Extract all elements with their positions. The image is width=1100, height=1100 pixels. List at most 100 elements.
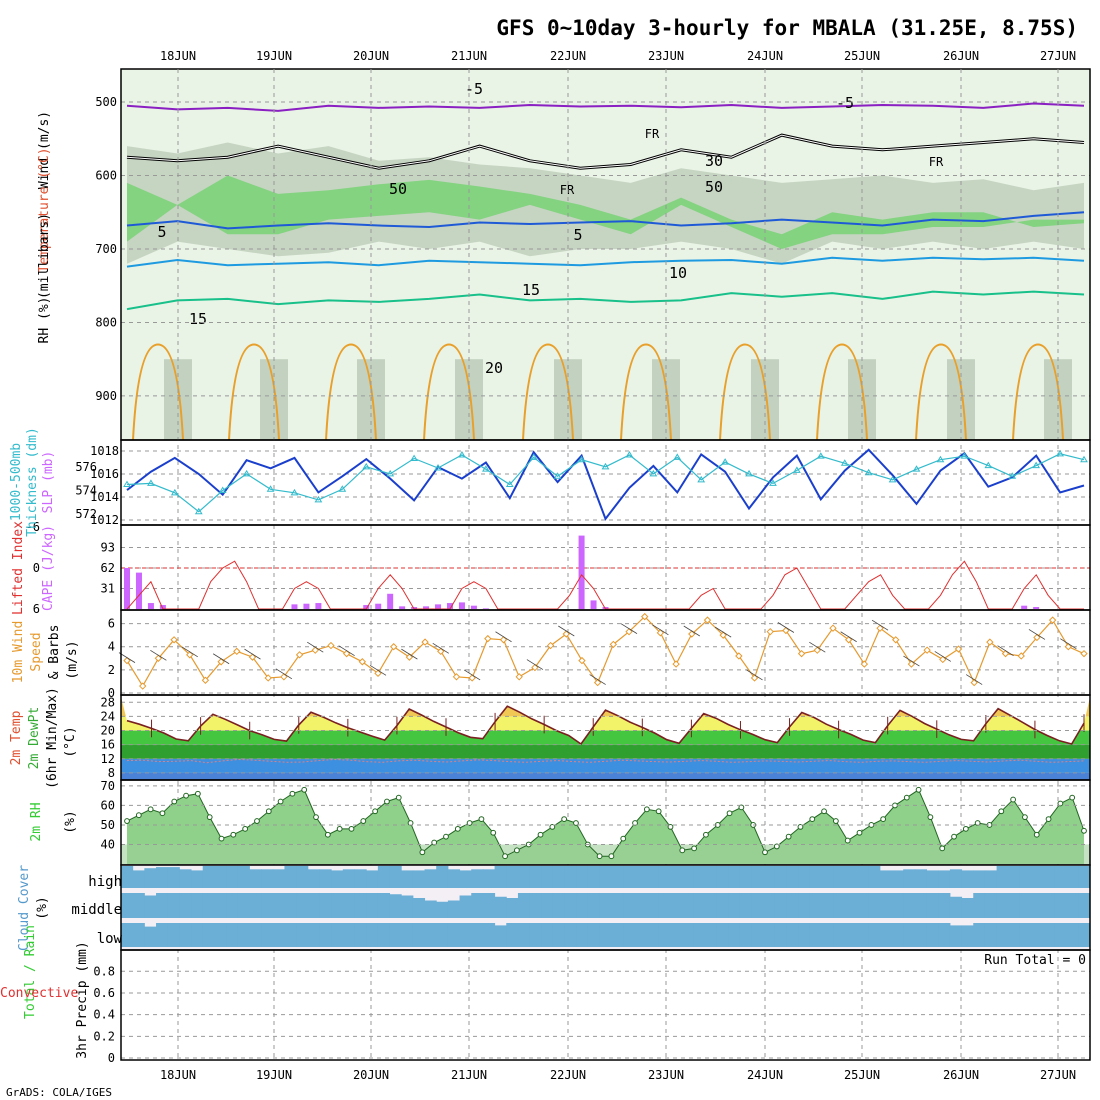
wind10-speed-label: Speed [29, 632, 44, 671]
cloud-middle-bar [237, 893, 250, 918]
cloud-high-bar [307, 869, 320, 888]
rh2m-tick-label: 50 [101, 818, 115, 832]
cloud-high-bar [482, 869, 496, 888]
cloud-high-bar [494, 866, 507, 888]
cloud-low-bar [377, 923, 391, 947]
thickness-point [218, 486, 227, 493]
thickness-point [673, 453, 682, 460]
cloud-high-bar [926, 870, 939, 888]
wind10-line [126, 615, 1085, 688]
isotherm-20-loop [228, 343, 280, 441]
cloud-middle-bar [763, 893, 776, 918]
cape-tick-label: 31 [101, 582, 115, 596]
cloud-high-bar [156, 867, 169, 888]
cloud-high-bar [949, 869, 963, 888]
cloud-high-bar [342, 869, 355, 888]
rh2m-point [915, 786, 922, 793]
cape-bar [375, 603, 382, 609]
precip-tick-label: 0.2 [93, 1029, 115, 1043]
cloud-high-bar [319, 869, 332, 888]
cloud-low-bar [296, 923, 309, 947]
wind10-point [939, 655, 947, 664]
cloud-low-bar [669, 923, 682, 947]
cloud-high-bar [693, 866, 706, 888]
wind10-point [138, 682, 147, 690]
cloud-low-bar [611, 923, 624, 947]
cloud-low-bar [681, 923, 694, 947]
rh2m-point [372, 808, 379, 815]
cloud-low-bar [564, 923, 577, 947]
wind10-point [311, 646, 319, 654]
cloud-high-bar [331, 870, 344, 888]
cloud-middle-label: middle [71, 902, 122, 918]
cloud-units-label: (%) [35, 896, 50, 919]
isotherm-20-loop [325, 343, 377, 441]
thickness-point [123, 480, 131, 488]
wind10-point [468, 674, 476, 682]
contour-label: 5 [573, 226, 582, 244]
cloud-middle-bar [144, 895, 157, 918]
date-label-top: 20JUN [353, 49, 389, 63]
rh2m-point [691, 845, 698, 852]
cloud-middle-bar [704, 893, 717, 918]
cloud-high-bar [517, 866, 531, 888]
precip-tick-label: 0.4 [93, 1008, 115, 1022]
temp2m-tick-label: 20 [101, 724, 115, 738]
pressure-tick-label: 700 [95, 242, 117, 256]
cloud-high-bar [121, 866, 134, 888]
cloud-low-bar [482, 923, 496, 947]
cloud-middle-bar [202, 893, 215, 918]
rh2m-point [1081, 827, 1087, 834]
wind10-tick-label: 4 [108, 640, 115, 654]
wind10-point [766, 627, 774, 636]
cloud-low-bar [786, 923, 799, 947]
date-label-bottom: 21JUN [451, 1068, 487, 1082]
cape-bar [423, 606, 430, 609]
rh2m-point [785, 833, 792, 840]
thickness-point [912, 465, 921, 472]
cloud-low-bar [202, 923, 215, 947]
cape-bar [446, 603, 453, 609]
wind10-point [954, 645, 963, 653]
upper-air-panel: -5 -5 5 5 10 15 15 20 FR FR FR 30 50 50 500 600 700 800 90… [95, 68, 1091, 441]
cloud-middle-bar [1031, 893, 1044, 918]
rh2m-point [360, 818, 367, 824]
cloud-high-bar [891, 870, 904, 888]
millibars-label: (millibars) [37, 213, 52, 299]
wind10-point [342, 649, 351, 658]
cape-bar [147, 603, 154, 609]
temp2m-label: 2m Temp [9, 710, 24, 765]
wind10-point [1001, 649, 1010, 658]
rh2m-point [419, 849, 426, 856]
wind10-panel: 0 2 4 6 [108, 609, 1091, 700]
cloud-low-bar [249, 923, 262, 947]
cloud-high-bar [261, 869, 274, 888]
rh2m-point [880, 816, 887, 822]
cloud-low-bar [879, 923, 893, 947]
temp-band [121, 772, 1090, 780]
temp2m-units-label: (°C) [63, 726, 78, 757]
rh2m-point [478, 816, 485, 822]
cloud-low-bar [809, 923, 822, 947]
temp2m-tick-label: 28 [101, 695, 115, 709]
cloud-low-bar [1066, 923, 1079, 947]
cloud-high-bar [424, 869, 437, 888]
thickness-point [960, 452, 969, 459]
pressure-tick-label: 800 [95, 315, 117, 329]
cloud-high-bar [202, 866, 215, 888]
rh-band-green [127, 175, 1084, 249]
cloud-middle-bar [786, 893, 799, 918]
cloud-middle-bar [272, 893, 285, 918]
rh2m-point [903, 794, 910, 801]
temperature-label: Temperature (°C) [37, 147, 52, 272]
cloud-middle-bar [389, 894, 402, 918]
cloud-low-bar [237, 923, 250, 947]
wind10-point [405, 653, 414, 661]
cloud-middle-bar [587, 893, 601, 918]
thickness-point [769, 479, 777, 486]
wind10-point [358, 658, 367, 666]
cloud-high-bar [284, 866, 297, 888]
cloud-middle-bar [774, 893, 787, 918]
thickness-point [458, 451, 466, 458]
